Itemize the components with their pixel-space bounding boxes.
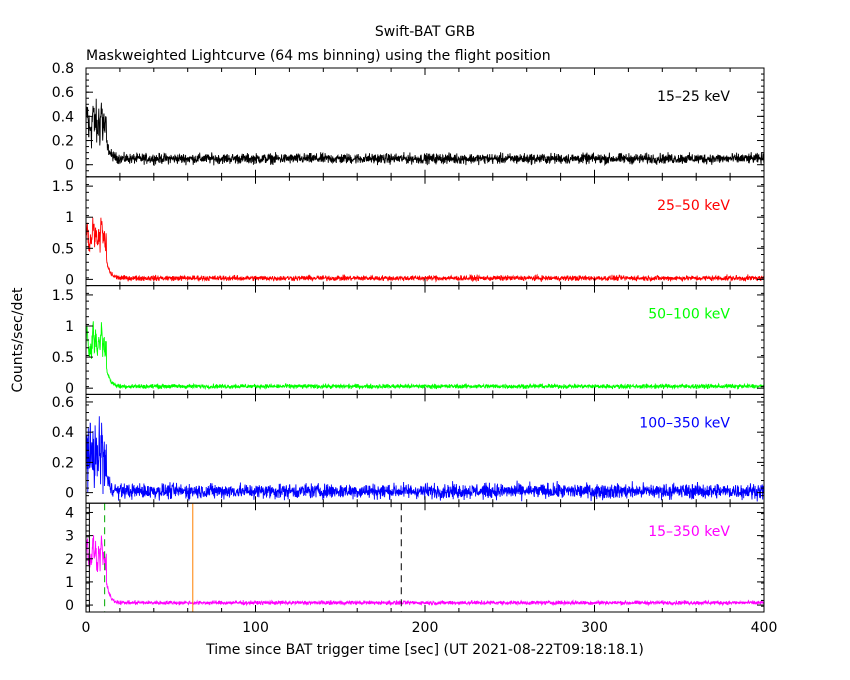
y-tick-label: 0.8 (52, 61, 74, 77)
y-tick-label: 3 (65, 529, 74, 545)
panels-group: 0 0.2 0.4 0.6 0.8 15–25 keV 0 0.5 1 1.5 25–50 keV 0… (52, 61, 778, 636)
panel-frame-2 (85, 176, 765, 287)
x-tick-label: 300 (581, 620, 608, 636)
chart-title: Swift-BAT GRB (375, 24, 475, 40)
series-line-panel-1 (86, 98, 764, 167)
y-tick-label: 1.5 (52, 288, 74, 304)
x-tick-label: 400 (751, 620, 778, 636)
x-tick-label: 100 (242, 620, 269, 636)
y-tick-label: 1.5 (52, 179, 74, 195)
y-tick-label: 0.6 (52, 395, 74, 411)
y-tick-label: 0.5 (52, 350, 74, 366)
y-axis-label: Counts/sec/det (10, 287, 26, 392)
y-tick-label: 0 (65, 598, 74, 614)
band-label-3: 50–100 keV (648, 307, 730, 323)
panel-frame-3 (85, 285, 765, 395)
y-tick-label: 0.5 (52, 241, 74, 257)
band-label-5: 15–350 keV (648, 524, 730, 540)
y-tick-label: 0.2 (52, 455, 74, 471)
y-tick-label: 0.6 (52, 85, 74, 101)
y-tick-label: 0.4 (52, 109, 74, 125)
y-tick-label: 4 (65, 505, 74, 521)
series-line-panel-3 (86, 321, 764, 391)
x-axis-label: Time since BAT trigger time [sec] (UT 20… (205, 642, 644, 658)
y-tick-label: 2 (65, 552, 74, 568)
series-line-panel-5 (86, 535, 764, 607)
y-tick-label: 0 (65, 158, 74, 174)
y-tick-label: 0.2 (52, 134, 74, 150)
y-tick-label: 0 (65, 272, 74, 288)
y-tick-label: 0 (65, 486, 74, 502)
y-tick-label: 0.4 (52, 425, 74, 441)
y-tick-label: 1 (65, 575, 74, 591)
y-tick-label: 1 (65, 319, 74, 335)
x-tick-label: 0 (82, 620, 91, 636)
chart-subtitle: Maskweighted Lightcurve (64 ms binning) … (86, 48, 551, 64)
band-label-2: 25–50 keV (657, 198, 730, 214)
band-label-4: 100–350 keV (639, 415, 730, 431)
band-label-1: 15–25 keV (657, 89, 730, 105)
series-line-panel-2 (86, 217, 764, 283)
panel-frame-5 (85, 502, 765, 613)
y-tick-label: 0 (65, 381, 74, 397)
x-tick-label: 200 (412, 620, 439, 636)
series-line-panel-4 (86, 416, 764, 502)
y-tick-label: 1 (65, 210, 74, 226)
